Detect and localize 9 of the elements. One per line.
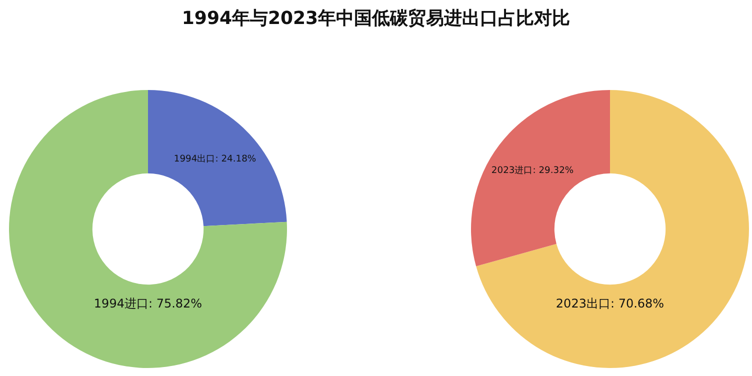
- donut-slice: [9, 90, 287, 368]
- donut-slice: [476, 90, 749, 368]
- slice-label: 1994进口: 75.82%: [94, 296, 202, 310]
- text: 1994年与2023年中国低碳贸易进出口占比对比: [180, 7, 572, 30]
- donut-slice: [148, 90, 287, 226]
- donut-slice: [471, 90, 610, 266]
- slice-label: 2023进口: 29.32%: [491, 165, 574, 176]
- slice-label: 1994出口: 24.18%: [174, 154, 256, 165]
- slice-label: 2023出口: 70.68%: [556, 296, 664, 310]
